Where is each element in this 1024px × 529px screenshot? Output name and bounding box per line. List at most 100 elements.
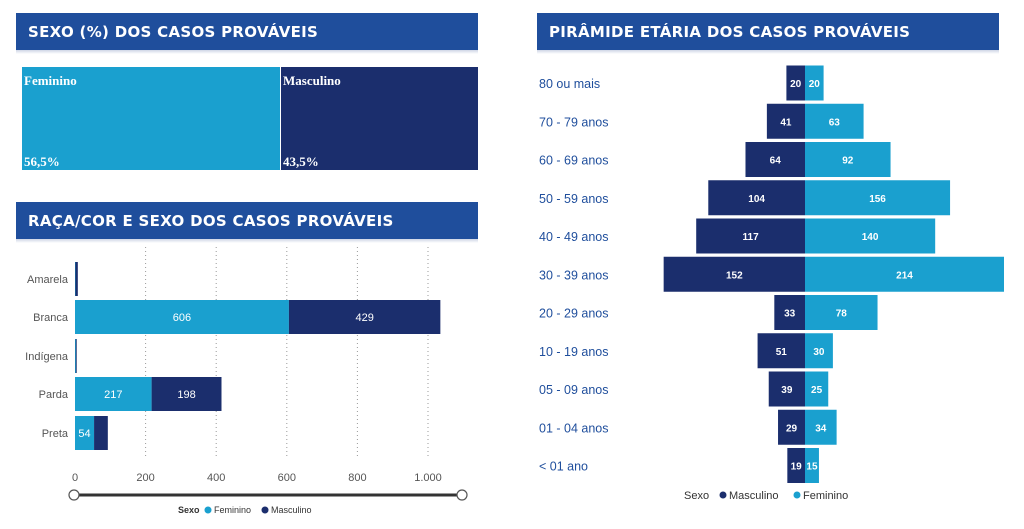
pyramid-age-label: 70 - 79 anos (539, 115, 609, 129)
tile-masculino[interactable]: Masculino 43,5% (281, 67, 478, 170)
pyramid-age-label: 01 - 04 anos (539, 421, 609, 435)
pyramid-bar-feminino[interactable] (805, 256, 1004, 292)
pyramid-bar-feminino[interactable] (805, 65, 824, 101)
pyramid-bar-feminino[interactable] (805, 448, 819, 483)
raca-chart: Amarela Branca Indígena Parda Preta 606 429 217… (25, 247, 468, 515)
raca-data-label: 606 (173, 312, 191, 324)
pyramid-data-label-feminino: 25 (811, 385, 823, 396)
pyramid-legend-marker-masculino (719, 491, 727, 499)
pyramid-age-label: 80 ou mais (539, 77, 600, 91)
pyramid-bar-masculino[interactable] (786, 65, 805, 101)
pyramid-bar-masculino[interactable] (778, 409, 805, 445)
pyramid-bar-feminino[interactable] (805, 103, 864, 139)
pyramid-bar-feminino[interactable] (805, 333, 833, 369)
pyramid-bar-masculino[interactable] (787, 448, 805, 483)
pyramid-bar-masculino[interactable] (708, 180, 805, 216)
raca-bar-masculino[interactable] (151, 377, 222, 411)
pyramid-bar-feminino[interactable] (805, 180, 951, 216)
pyramid-data-label-feminino: 214 (896, 270, 913, 281)
pyramid-age-label: 20 - 29 anos (539, 307, 609, 321)
pyramid-age-label: 05 - 09 anos (539, 383, 609, 397)
raca-bar-masculino[interactable] (288, 300, 441, 334)
pyramid-data-label-feminino: 156 (869, 194, 886, 205)
raca-category-label: Amarela (27, 274, 69, 286)
pyramid-data-label-feminino: 63 (829, 117, 841, 128)
pyramid-bar-masculino[interactable] (745, 142, 805, 177)
sexo-title: SEXO (%) DOS CASOS PROVÁVEIS (28, 22, 319, 41)
raca-bar-masculino[interactable] (94, 416, 108, 450)
raca-category-label: Indígena (25, 351, 69, 363)
tile-feminino[interactable]: Feminino 56,5% (22, 67, 280, 170)
pyramid-data-label-feminino: 140 (862, 232, 879, 243)
zoom-slider-right-handle[interactable] (456, 489, 468, 501)
pyramid-bar-masculino[interactable] (663, 256, 805, 292)
sexo-header: SEXO (%) DOS CASOS PROVÁVEIS (16, 13, 478, 54)
pyramid-bar-feminino[interactable] (805, 218, 936, 254)
pyramid-bar-masculino[interactable] (774, 295, 805, 330)
pyramid-bar-feminino[interactable] (805, 142, 891, 177)
raca-header: RAÇA/COR E SEXO DOS CASOS PROVÁVEIS (16, 202, 478, 243)
piramide-title: PIRÂMIDE ETÁRIA DOS CASOS PROVÁVEIS (549, 22, 911, 41)
pyramid-age-label: 10 - 19 anos (539, 345, 609, 359)
pyramid-data-label-masculino: 64 (770, 156, 782, 167)
raca-bar-feminino[interactable] (75, 377, 152, 411)
raca-category-label: Branca (33, 312, 69, 324)
raca-data-label: 429 (355, 312, 373, 324)
pyramid-bar-feminino[interactable] (805, 371, 829, 407)
pyramid-data-label-feminino: 92 (842, 156, 854, 167)
pyramid-data-label-feminino: 78 (836, 309, 848, 320)
raca-xtick-label: 0 (72, 472, 78, 484)
pyramid-legend-marker-feminino (793, 491, 801, 499)
pyramid-chart: 80 ou mais 20 20 70 - 79 anos 41 63 60 - 69 an… (539, 65, 1004, 502)
tile-masculino-value: 43,5% (283, 154, 319, 169)
pyramid-age-label: 60 - 69 anos (539, 154, 609, 168)
raca-category-label: Preta (42, 428, 69, 440)
raca-legend-label-feminino[interactable]: Feminino (214, 505, 251, 515)
raca-bar-masculino[interactable] (75, 262, 78, 296)
pyramid-data-label-masculino: 51 (776, 347, 788, 358)
pyramid-bar-masculino[interactable] (757, 333, 805, 369)
raca-xtick-label: 1.000 (414, 472, 442, 484)
pyramid-legend-title: Sexo (684, 490, 709, 502)
raca-bar-feminino[interactable] (75, 300, 289, 334)
zoom-slider-left-handle[interactable] (68, 489, 80, 501)
raca-xtick-label: 400 (207, 472, 225, 484)
raca-data-label: 198 (177, 389, 195, 401)
pyramid-data-label-masculino: 117 (743, 232, 760, 243)
raca-data-label: 217 (104, 389, 122, 401)
tile-feminino-label: Feminino (24, 73, 77, 88)
raca-category-label: Parda (39, 389, 69, 401)
pyramid-bar-masculino[interactable] (696, 218, 805, 254)
raca-xtick-label: 600 (278, 472, 296, 484)
pyramid-data-label-feminino: 30 (813, 347, 825, 358)
pyramid-data-label-masculino: 41 (780, 117, 792, 128)
pyramid-bar-masculino[interactable] (766, 103, 805, 139)
pyramid-age-label: < 01 ano (539, 460, 588, 474)
pyramid-data-label-feminino: 15 (806, 462, 818, 473)
pyramid-bar-masculino[interactable] (768, 371, 805, 407)
pyramid-data-label-masculino: 33 (784, 309, 796, 320)
pyramid-age-label: 50 - 59 anos (539, 192, 609, 206)
tile-feminino-value: 56,5% (24, 154, 60, 169)
pyramid-data-label-feminino: 20 (809, 79, 821, 90)
raca-legend-label-masculino[interactable]: Masculino (271, 505, 312, 515)
pyramid-legend-label-masculino[interactable]: Masculino (729, 490, 779, 502)
raca-data-label: 54 (78, 428, 90, 440)
raca-title: RAÇA/COR E SEXO DOS CASOS PROVÁVEIS (28, 211, 394, 230)
pyramid-legend-label-feminino[interactable]: Feminino (803, 490, 848, 502)
pyramid-bar-feminino[interactable] (805, 409, 837, 445)
pyramid-data-label-masculino: 39 (781, 385, 793, 396)
piramide-header: PIRÂMIDE ETÁRIA DOS CASOS PROVÁVEIS (537, 13, 999, 54)
pyramid-data-label-masculino: 19 (791, 462, 803, 473)
raca-bar-masculino[interactable] (75, 339, 77, 373)
pyramid-data-label-masculino: 104 (748, 194, 765, 205)
pyramid-bar-feminino[interactable] (805, 295, 878, 330)
raca-bar-feminino[interactable] (75, 416, 95, 450)
raca-bar-feminino[interactable] (75, 339, 76, 373)
pyramid-age-label: 30 - 39 anos (539, 268, 609, 282)
pyramid-data-label-masculino: 152 (726, 270, 743, 281)
raca-xtick-label: 800 (348, 472, 366, 484)
raca-legend-title: Sexo (178, 505, 200, 515)
raca-legend-marker-masculino (261, 506, 269, 514)
raca-legend-marker-feminino (204, 506, 212, 514)
